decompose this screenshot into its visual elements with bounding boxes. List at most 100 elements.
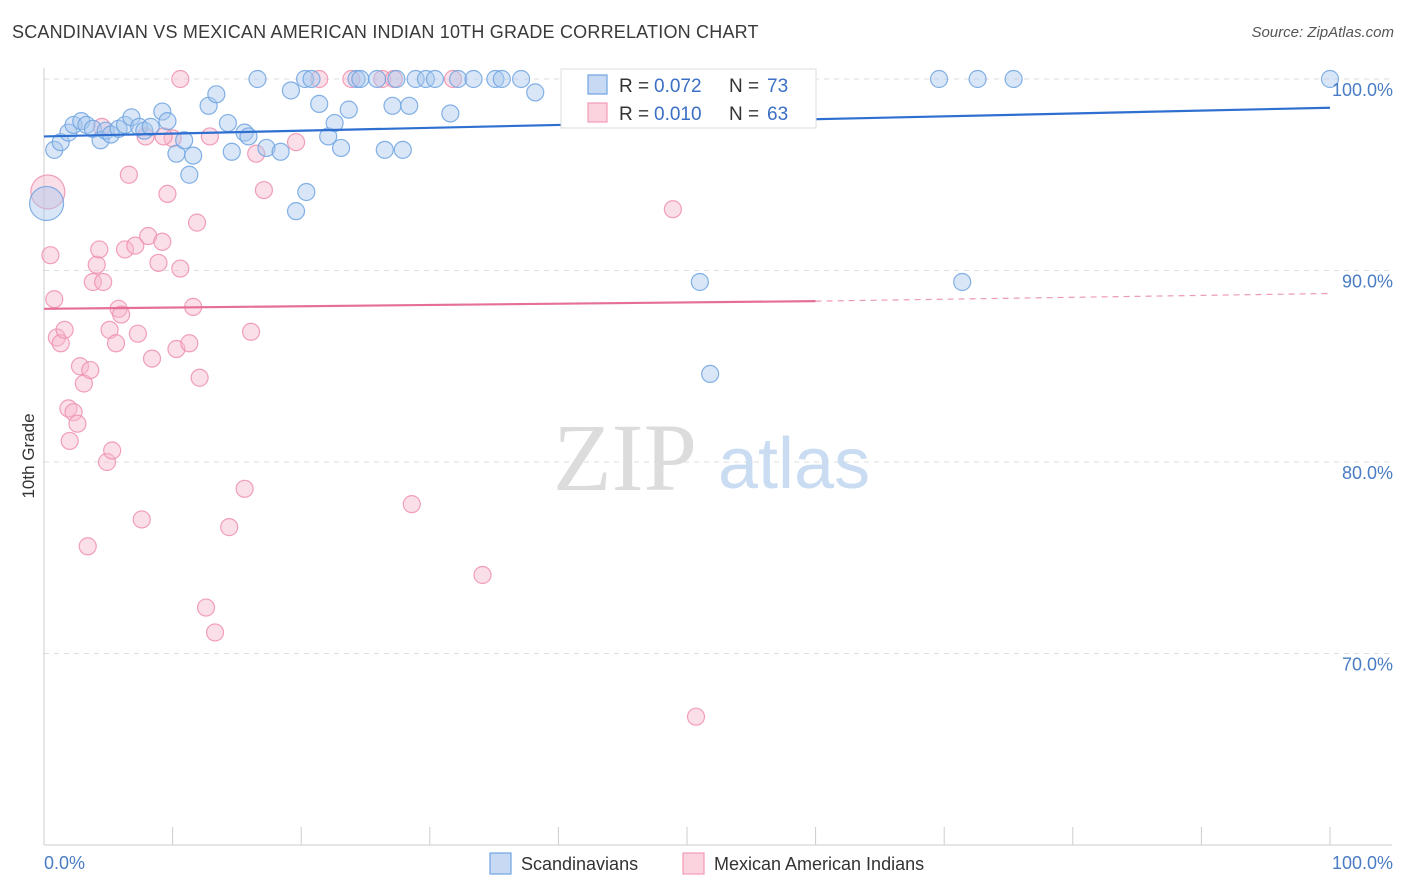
point-scandinavians xyxy=(325,113,344,133)
point-mexican-american-indians xyxy=(103,441,122,460)
point-scandinavians xyxy=(239,127,258,146)
point-scandinavians xyxy=(302,69,321,89)
source-label: Source: ZipAtlas.com xyxy=(1251,24,1394,41)
chart-title: SCANDINAVIAN VS MEXICAN AMERICAN INDIAN … xyxy=(12,22,759,42)
point-scandinavians xyxy=(180,165,199,184)
point-scandinavians xyxy=(271,142,290,161)
point-scandinavians xyxy=(393,140,412,159)
point-mexican-american-indians xyxy=(247,144,266,163)
y-tick-label: 90.0% xyxy=(1342,272,1393,292)
point-mexican-american-indians xyxy=(30,174,66,210)
point-scandinavians xyxy=(1004,69,1023,89)
point-mexican-american-indians xyxy=(171,69,190,89)
point-scandinavians xyxy=(339,100,358,119)
point-mexican-american-indians xyxy=(87,255,106,274)
legend-r-label-2: R = xyxy=(619,104,649,125)
point-mexican-american-indians xyxy=(78,537,97,556)
point-mexican-american-indians xyxy=(41,246,60,265)
watermark-atlas: atlas xyxy=(718,424,870,504)
point-scandinavians xyxy=(310,94,329,113)
point-scandinavians xyxy=(448,69,468,89)
point-scandinavians xyxy=(141,117,160,136)
point-scandinavians xyxy=(297,182,316,202)
point-mexican-american-indians xyxy=(310,69,329,89)
point-scandinavians xyxy=(406,69,425,89)
point-mexican-american-indians xyxy=(119,165,138,184)
legend-n-value-2: 63 xyxy=(767,104,788,125)
point-mexican-american-indians xyxy=(187,213,207,232)
point-scandinavians xyxy=(218,113,237,133)
point-scandinavians xyxy=(492,69,511,89)
gridlines xyxy=(44,78,1392,654)
bottom-legend-label-scandinavians: Scandinavians xyxy=(521,854,638,874)
point-mexican-american-indians xyxy=(220,518,239,537)
point-scandinavians xyxy=(28,185,65,222)
point-mexican-american-indians xyxy=(51,334,70,353)
point-scandinavians xyxy=(248,69,267,89)
series-mexican-american-indians-points xyxy=(30,69,706,726)
x-tick-label-max: 100.0% xyxy=(1332,853,1393,873)
point-mexican-american-indians xyxy=(81,360,100,380)
point-mexican-american-indians xyxy=(97,452,117,472)
legend-swatch-mexican-american-indians xyxy=(587,102,608,123)
point-scandinavians xyxy=(158,112,177,131)
legend-box: R = 0.072 N = 73 R = 0.010 N = 63 xyxy=(560,68,817,129)
point-scandinavians xyxy=(207,85,226,104)
point-mexican-american-indians xyxy=(205,623,225,642)
point-scandinavians xyxy=(953,272,972,292)
point-mexican-american-indians xyxy=(60,431,79,451)
point-scandinavians xyxy=(464,69,483,89)
point-mexican-american-indians xyxy=(90,240,109,259)
point-mexican-american-indians xyxy=(94,272,113,292)
point-mexican-american-indians xyxy=(686,707,706,726)
point-scandinavians xyxy=(512,69,531,89)
point-scandinavians xyxy=(526,83,545,102)
point-mexican-american-indians xyxy=(663,200,682,219)
point-mexican-american-indians xyxy=(254,180,274,200)
point-mexican-american-indians xyxy=(154,127,173,146)
point-mexican-american-indians xyxy=(402,495,421,514)
legend-n-value-1: 73 xyxy=(767,76,788,97)
point-mexican-american-indians xyxy=(83,272,102,292)
point-mexican-american-indians xyxy=(115,240,135,259)
y-axis-label: 10th Grade xyxy=(19,413,38,498)
point-mexican-american-indians xyxy=(235,479,254,498)
point-scandinavians xyxy=(929,69,949,89)
point-mexican-american-indians xyxy=(443,69,463,89)
y-tick-label: 100.0% xyxy=(1332,80,1393,100)
point-scandinavians xyxy=(281,81,301,100)
bottom-legend-swatch-scandinavians xyxy=(489,852,512,875)
point-scandinavians xyxy=(153,102,172,121)
point-mexican-american-indians xyxy=(142,349,162,368)
legend-swatch-scandinavians xyxy=(587,74,608,95)
point-mexican-american-indians xyxy=(106,334,126,353)
point-mexican-american-indians xyxy=(136,127,155,146)
bottom-legend-swatch-mexican-american-indians xyxy=(682,852,705,875)
point-mexican-american-indians xyxy=(171,259,190,278)
point-scandinavians xyxy=(331,138,351,158)
legend-r-value-1: 0.072 xyxy=(654,76,702,97)
point-mexican-american-indians xyxy=(128,324,147,343)
point-scandinavians xyxy=(175,131,194,150)
point-mexican-american-indians xyxy=(64,403,83,422)
trend-line-mexican-american-indians-extension xyxy=(815,292,1331,302)
point-mexican-american-indians xyxy=(149,253,168,272)
point-mexican-american-indians xyxy=(126,236,145,255)
point-mexican-american-indians xyxy=(200,127,219,146)
point-scandinavians xyxy=(383,96,402,115)
legend-r-value-2: 0.010 xyxy=(654,104,702,125)
y-tick-labels: 70.0% 80.0% 90.0% 100.0% xyxy=(1332,80,1393,675)
point-mexican-american-indians xyxy=(196,598,216,617)
point-mexican-american-indians xyxy=(68,414,87,433)
point-scandinavians xyxy=(387,69,406,89)
point-mexican-american-indians xyxy=(153,232,172,251)
point-scandinavians xyxy=(184,146,203,165)
point-mexican-american-indians xyxy=(55,320,74,339)
trend-line-mexican-american-indians xyxy=(43,300,816,310)
point-mexican-american-indians xyxy=(112,305,131,324)
point-scandinavians xyxy=(347,69,366,89)
legend-n-label-2: N = xyxy=(729,104,759,125)
point-scandinavians xyxy=(375,140,394,159)
trend-lines xyxy=(43,106,1331,310)
point-scandinavians xyxy=(425,69,445,89)
